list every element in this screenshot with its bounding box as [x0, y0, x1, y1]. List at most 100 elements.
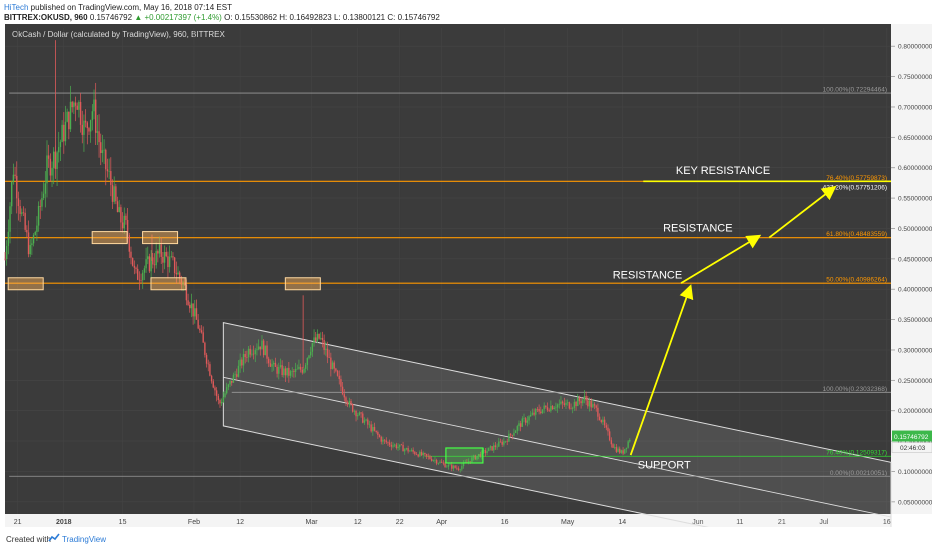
candle-body — [592, 404, 594, 408]
candle-body — [469, 461, 471, 463]
candle-body — [404, 449, 406, 452]
candle-body — [111, 184, 114, 202]
resistance-label: RESISTANCE — [613, 269, 682, 281]
last-price-label: 0.15746792 — [894, 434, 929, 441]
candle-body — [375, 430, 377, 433]
candle-body — [370, 424, 372, 432]
candle-body — [36, 225, 38, 232]
candle-body — [229, 380, 231, 385]
candle-body — [142, 272, 144, 281]
y-tick-label: 0.55000000 — [898, 196, 932, 203]
candle-body — [76, 105, 78, 110]
candle-body — [257, 346, 260, 350]
price-chart[interactable]: OkCash / Dollar (calculated by TradingVi… — [0, 24, 932, 527]
candle-body — [274, 362, 277, 367]
candle-body — [523, 418, 525, 419]
author-name[interactable]: HiTech — [4, 3, 29, 12]
level-test-box — [284, 277, 321, 291]
candle-body — [11, 182, 13, 207]
time-axis-background — [5, 514, 891, 527]
level-test-box — [142, 231, 179, 245]
fib-level-label: 76.40%(0.57759873) — [826, 175, 887, 182]
candle-body — [474, 455, 476, 460]
candle-body — [533, 412, 535, 415]
price-change: ▲ +0.00217397 (+1.4%) — [134, 13, 222, 22]
candle-body — [367, 419, 369, 425]
candle-body — [558, 403, 560, 405]
x-tick-label: 14 — [618, 519, 626, 526]
candle-body — [400, 444, 403, 446]
candle-body — [338, 375, 340, 380]
candle-body — [548, 410, 550, 412]
candle-body — [410, 449, 413, 451]
candle-body — [491, 446, 493, 451]
candle-body — [582, 399, 584, 404]
candle-body — [358, 412, 361, 415]
candle-body — [393, 444, 396, 446]
candle-body — [566, 402, 569, 403]
candle-body — [254, 350, 256, 355]
candle-body — [598, 416, 601, 421]
candle-body — [136, 268, 139, 280]
candle-body — [509, 433, 512, 435]
candle-body — [351, 404, 354, 412]
last-price-tag — [892, 430, 932, 442]
candle-body — [180, 278, 183, 285]
candle-body — [380, 436, 382, 442]
candle-body — [580, 401, 582, 404]
candle-body — [388, 442, 391, 445]
candle-body — [21, 212, 23, 214]
candle-body — [202, 332, 204, 343]
candle-body — [86, 122, 89, 129]
candle-body — [194, 308, 196, 317]
candle-body — [585, 395, 587, 401]
candle-body — [210, 375, 213, 382]
chart-title: OkCash / Dollar (calculated by TradingVi… — [12, 30, 225, 39]
candle-body — [622, 450, 624, 454]
candle-body — [595, 405, 597, 408]
candle-body — [395, 444, 398, 448]
candle-body — [471, 457, 473, 463]
candle-body — [353, 411, 356, 412]
candle-body — [588, 400, 591, 407]
candle-body — [220, 402, 223, 404]
candle-body — [123, 215, 125, 229]
y-tick-label: 0.70000000 — [898, 104, 932, 111]
candle-body — [5, 246, 8, 260]
candle-body — [326, 348, 329, 358]
candle-body — [53, 151, 55, 169]
tradingview-link[interactable]: TradingView — [62, 535, 107, 544]
x-tick-label: Feb — [188, 519, 200, 526]
created-with-text: Created with — [6, 535, 51, 544]
x-tick-label: 22 — [396, 519, 404, 526]
y-tick-label: 0.20000000 — [898, 408, 932, 415]
candle-body — [47, 155, 50, 159]
candle-body — [578, 397, 581, 402]
candle-body — [573, 401, 576, 408]
candle-body — [340, 379, 342, 387]
candle-body — [372, 427, 374, 432]
candle-body — [382, 439, 384, 442]
candle-body — [439, 461, 441, 464]
candle-body — [91, 111, 94, 121]
candle-body — [219, 399, 221, 404]
candle-body — [138, 279, 141, 281]
plot-background — [5, 24, 891, 514]
candle-body — [304, 365, 307, 369]
candle-body — [291, 371, 293, 372]
candle-body — [484, 450, 487, 454]
candle-body — [69, 101, 72, 130]
candle-body — [278, 367, 280, 374]
candle-body — [615, 447, 618, 452]
candle-body — [279, 365, 282, 368]
candle-body — [524, 418, 527, 423]
candle-body — [541, 409, 544, 414]
candle-body — [237, 365, 240, 377]
fib-level-label: 61.80%(0.48483559) — [826, 231, 887, 238]
candle-body — [110, 171, 112, 185]
candle-body — [629, 439, 631, 442]
resistance-label: RESISTANCE — [663, 223, 732, 235]
candle-body — [498, 441, 500, 447]
candle-body — [158, 244, 161, 254]
candle-body — [550, 405, 552, 412]
